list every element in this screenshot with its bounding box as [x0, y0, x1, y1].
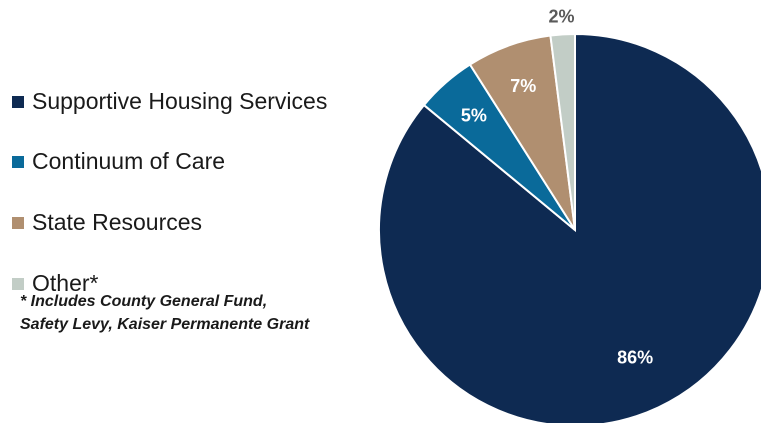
legend-label: Other* [32, 270, 99, 296]
data-label-supportive-housing: 86% [617, 348, 653, 368]
data-label-other: 2% [549, 6, 575, 26]
footnote-line: Safety Levy, Kaiser Permanente Grant [20, 316, 310, 333]
legend-label: Continuum of Care [32, 148, 226, 174]
data-label-state-resources: 7% [510, 76, 536, 96]
legend-item-state-resources: State Resources [12, 209, 202, 236]
legend-swatch [12, 277, 24, 290]
data-label-continuum-of-care: 5% [461, 105, 487, 125]
footnote: * Includes County General Fund, Safety L… [20, 290, 360, 336]
legend-item-other: Other* [12, 270, 98, 297]
pie-slice-supportive-housing [378, 32, 761, 423]
footnote-line: * Includes County General Fund, [20, 293, 268, 310]
legend-item-continuum-of-care: Continuum of Care [12, 148, 225, 175]
legend-swatch [12, 95, 24, 108]
legend-swatch [12, 216, 24, 229]
legend-label: State Resources [32, 209, 203, 235]
legend-swatch [12, 155, 24, 168]
legend-item-supportive-housing: Supportive Housing Services [12, 88, 327, 115]
pie-slice-other [549, 32, 576, 231]
legend-label: Supportive Housing Services [32, 88, 328, 114]
